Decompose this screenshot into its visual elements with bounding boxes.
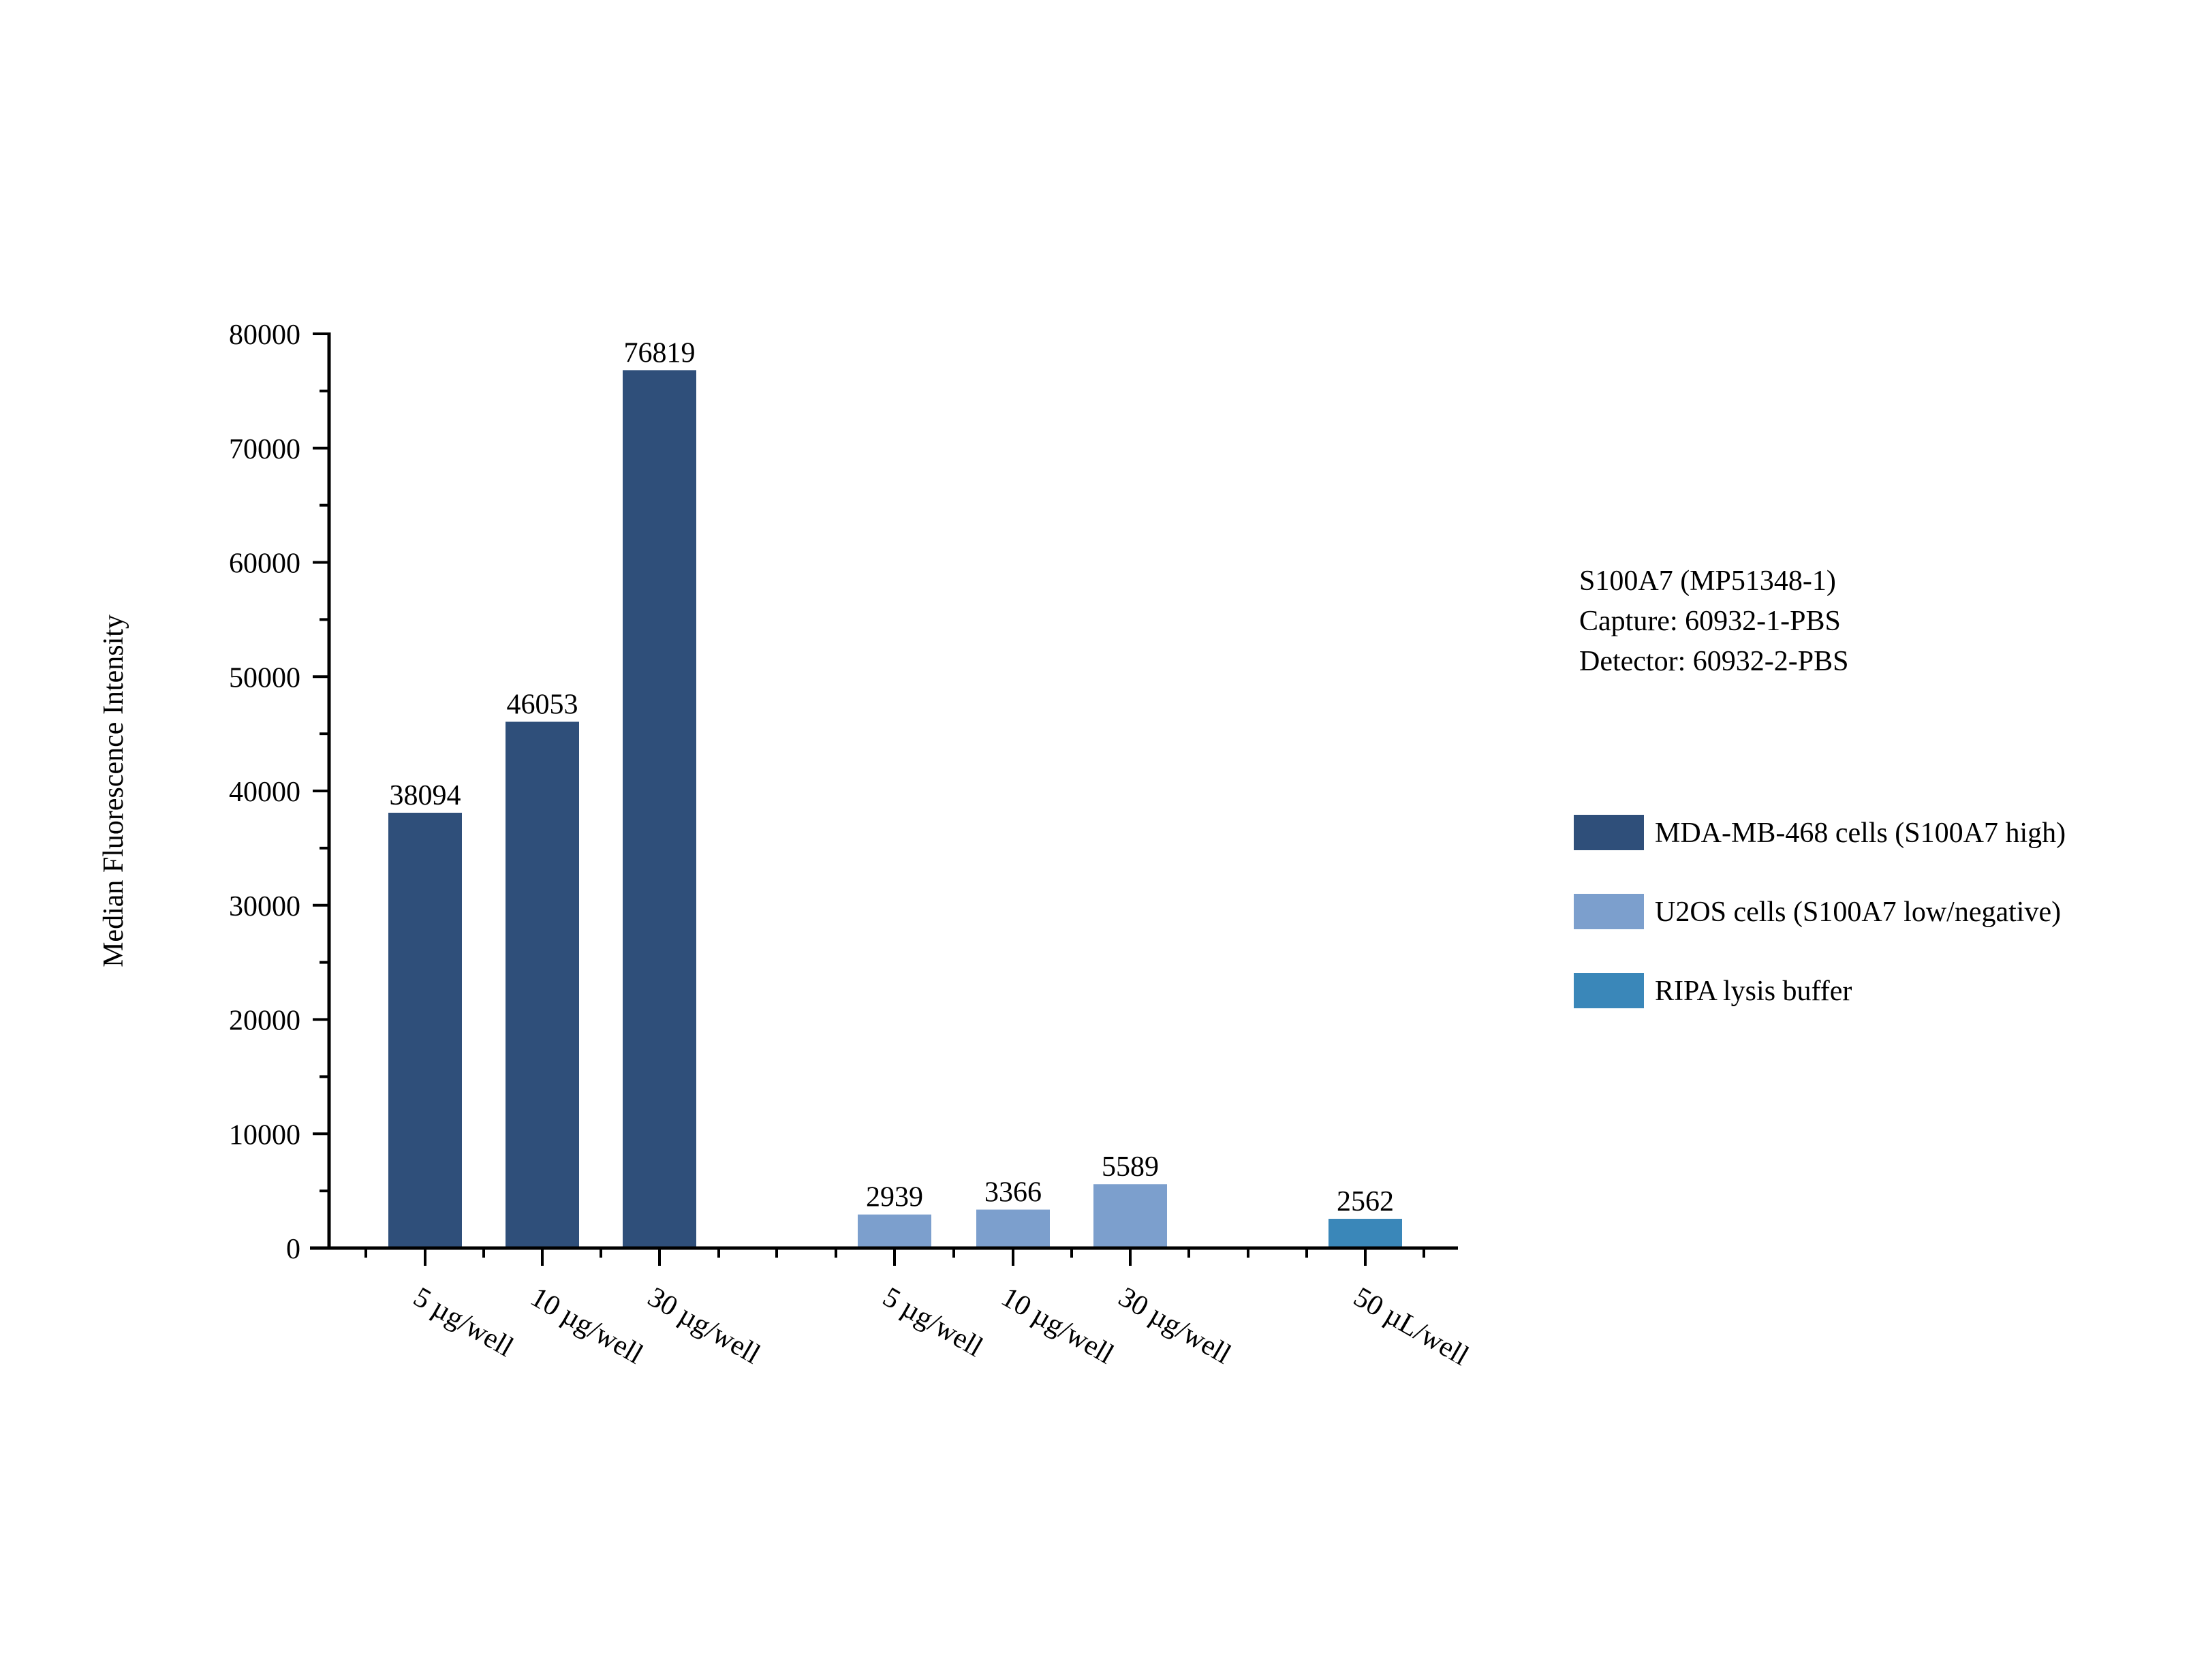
legend-label: RIPA lysis buffer — [1655, 976, 1852, 1007]
bar — [506, 721, 579, 1248]
legend-label: MDA-MB-468 cells (S100A7 high) — [1655, 818, 2066, 849]
axes-group — [310, 332, 1458, 1266]
legend-swatch — [1574, 973, 1644, 1008]
bar — [976, 1209, 1050, 1248]
bar-value-label: 5589 — [1102, 1151, 1159, 1183]
bar — [1093, 1184, 1167, 1248]
legend-label: U2OS cells (S100A7 low/negative) — [1655, 897, 2061, 928]
y-tick-label: 40000 — [229, 777, 300, 808]
bars-group — [388, 370, 1402, 1248]
bar-value-label: 38094 — [390, 780, 461, 811]
y-tick-label: 80000 — [229, 320, 300, 351]
x-category-label: 50 µL/well — [1348, 1281, 1474, 1372]
x-category-label: 5 µg/well — [408, 1281, 518, 1363]
y-tick-label: 20000 — [229, 1006, 300, 1037]
y-tick-label: 10000 — [229, 1119, 300, 1151]
y-tick-label: 60000 — [229, 548, 300, 580]
bar — [1328, 1219, 1402, 1248]
legend: MDA-MB-468 cells (S100A7 high) U2OS cells… — [1574, 815, 2066, 1008]
chart-annotation: Detector: 60932-2-PBS — [1579, 646, 1848, 677]
y-tick-label: 70000 — [229, 434, 300, 465]
legend-swatch — [1574, 815, 1644, 850]
x-category-label: 10 µg/well — [996, 1281, 1119, 1371]
y-axis-title: Median Fluorescence Intensity — [98, 615, 129, 967]
bar-value-label: 3366 — [984, 1177, 1042, 1209]
bar — [858, 1214, 931, 1248]
bar — [623, 370, 696, 1248]
chart-annotation: S100A7 (MP51348-1) — [1579, 565, 1836, 597]
bar — [388, 812, 462, 1248]
x-category-label: 30 µg/well — [642, 1281, 765, 1371]
y-tick-label: 0 — [286, 1234, 300, 1265]
chart-annotation: Capture: 60932-1-PBS — [1579, 606, 1841, 637]
bar-value-label: 76819 — [624, 337, 696, 369]
bar-value-label: 2939 — [866, 1182, 923, 1213]
x-category-label: 30 µg/well — [1113, 1281, 1236, 1371]
bar-value-label: 46053 — [507, 689, 578, 720]
legend-swatch — [1574, 894, 1644, 929]
x-category-label: 5 µg/well — [877, 1281, 988, 1363]
x-category-label: 10 µg/well — [525, 1281, 648, 1371]
y-tick-label: 30000 — [229, 891, 300, 922]
bar-value-label: 2562 — [1337, 1186, 1394, 1217]
y-tick-label: 50000 — [229, 662, 300, 694]
